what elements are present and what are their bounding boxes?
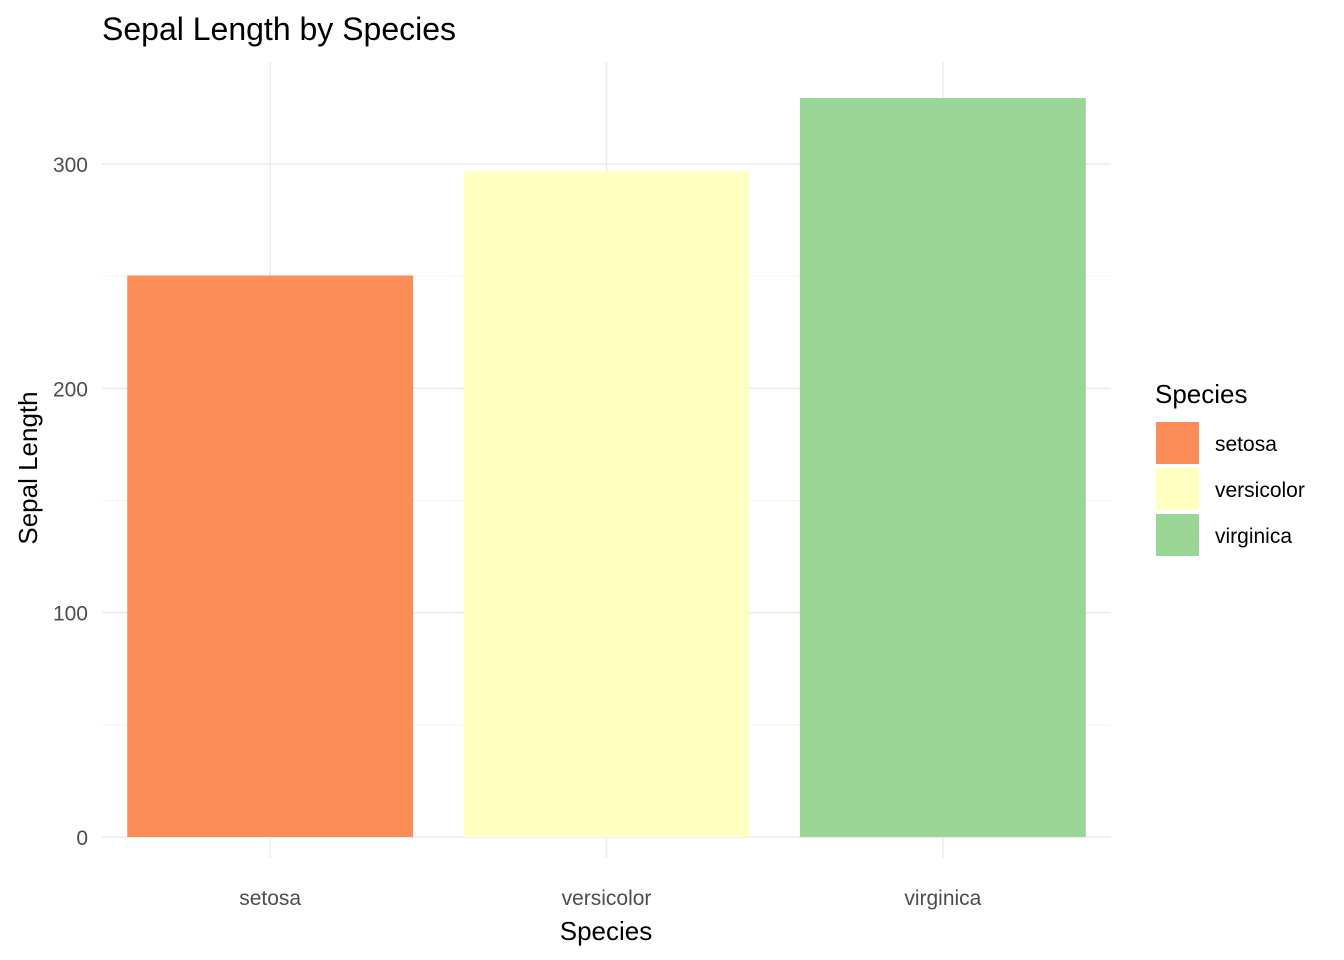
x-tick-label: versicolor: [562, 887, 652, 910]
y-tick-label: 100: [53, 603, 88, 626]
legend-label: setosa: [1215, 433, 1277, 456]
legend: Species setosa versicolor virginica: [1155, 379, 1305, 556]
y-tick-label: 0: [76, 827, 88, 850]
legend-title: Species: [1155, 379, 1248, 409]
y-axis-title: Sepal Length: [13, 391, 43, 544]
bar-virginica: [799, 98, 1086, 837]
chart-title: Sepal Length by Species: [102, 11, 456, 47]
legend-label: versicolor: [1215, 479, 1305, 502]
legend-key-versicolor: [1156, 468, 1199, 510]
x-axis-ticks: setosa versicolor virginica: [239, 887, 981, 910]
y-tick-label: 200: [53, 378, 88, 401]
x-axis-title: Species: [560, 916, 653, 946]
x-tick-label: virginica: [904, 887, 981, 910]
legend-key-virginica: [1156, 514, 1199, 556]
bar-setosa: [127, 275, 414, 837]
legend-label: virginica: [1215, 525, 1292, 548]
x-tick-label: setosa: [239, 887, 301, 910]
y-tick-label: 300: [53, 154, 88, 177]
legend-key-setosa: [1156, 422, 1199, 464]
legend-entries: setosa versicolor virginica: [1156, 422, 1305, 556]
bars-layer: [127, 98, 1086, 838]
y-axis-ticks: 0 100 200 300: [53, 154, 88, 850]
bar-versicolor: [463, 171, 750, 838]
